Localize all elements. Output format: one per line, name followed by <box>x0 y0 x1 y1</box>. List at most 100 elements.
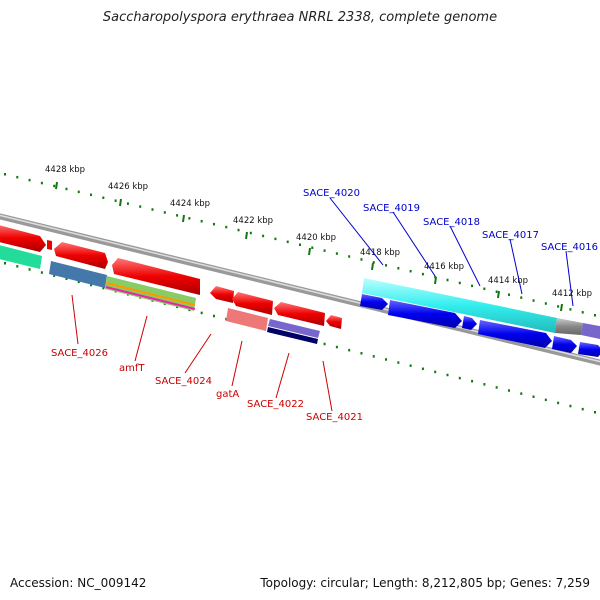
gene-arrow[interactable] <box>0 224 46 252</box>
tick-dot <box>90 193 93 197</box>
tick-label: 4412 kbp <box>552 289 592 299</box>
feature-green[interactable] <box>0 244 42 269</box>
tick-dot <box>360 352 363 355</box>
tick-dot <box>581 311 584 314</box>
tick-dot <box>114 199 117 202</box>
gene-arrow[interactable] <box>326 315 342 329</box>
tick-dot <box>212 222 215 226</box>
tick-dot <box>385 358 388 361</box>
feature-purple-right[interactable] <box>581 323 600 340</box>
feature-cyan[interactable] <box>362 278 557 333</box>
tick-dot <box>569 404 572 408</box>
tick-dot <box>446 373 449 377</box>
gene-label[interactable]: gatA <box>216 389 239 400</box>
gene-label[interactable]: SACE_4016 <box>541 242 598 253</box>
tick-dot <box>557 401 560 405</box>
feature-steelblue[interactable] <box>49 261 107 288</box>
reverse-strand-features <box>0 244 320 344</box>
gene-arrow[interactable] <box>462 316 477 330</box>
tick-dot <box>520 392 523 395</box>
tick-dot <box>77 190 80 194</box>
outer-tick-ring <box>4 173 596 317</box>
gene-arrow[interactable] <box>552 336 577 353</box>
tick-dot <box>16 265 19 268</box>
gene-label[interactable]: SACE_4018 <box>423 217 480 228</box>
gene-label[interactable]: SACE_4021 <box>306 412 363 423</box>
tick-dot <box>286 240 289 244</box>
tick-dot <box>409 269 412 273</box>
tick-dot <box>372 355 375 358</box>
tick-dot <box>507 389 510 392</box>
gene-label[interactable]: SACE_4017 <box>482 230 539 241</box>
tick-dot <box>495 290 498 293</box>
tick-dot <box>421 272 424 276</box>
tick-dot <box>53 274 56 277</box>
gene-arrow[interactable] <box>232 292 273 315</box>
gene-arrow[interactable] <box>112 258 200 295</box>
feature-navy[interactable] <box>267 327 318 344</box>
tick-dot <box>77 280 80 284</box>
tick-label: 4424 kbp <box>170 199 210 209</box>
tick-dot <box>237 228 240 232</box>
tick-dot <box>397 361 400 364</box>
tick-dot <box>126 202 129 205</box>
tick-dot <box>372 261 375 264</box>
gene-label[interactable]: SACE_4024 <box>155 376 212 387</box>
tick-dot <box>28 178 31 182</box>
forward-gene-labels: SACE_4020 SACE_4019 SACE_4018 SACE_4017 … <box>303 188 598 253</box>
tick-label: 4428 kbp <box>45 165 85 175</box>
tick-dot <box>200 311 203 315</box>
tick-dot <box>188 217 191 220</box>
genome-summary-label: Topology: circular; Length: 8,212,805 bp… <box>260 576 590 590</box>
tick-dot <box>225 225 228 229</box>
tick-dot <box>249 231 252 235</box>
tick-label: 4422 kbp <box>233 216 273 226</box>
tick-dot <box>569 308 572 311</box>
gene-label[interactable]: SACE_4022 <box>247 399 304 410</box>
gene-arrow[interactable] <box>578 342 600 357</box>
tick-dot <box>458 376 461 380</box>
tick-dot <box>520 296 523 299</box>
gene-label[interactable]: SACE_4026 <box>51 348 108 359</box>
tick-dot <box>65 187 68 191</box>
tick-dot <box>299 243 301 246</box>
tick-dot <box>594 314 596 317</box>
tick-dot <box>163 211 166 214</box>
feature-salmon[interactable] <box>226 308 268 331</box>
gene-arrow[interactable] <box>478 320 552 348</box>
tick-dot <box>262 234 265 238</box>
tick-label: 4414 kbp <box>488 276 528 286</box>
gene-label[interactable]: amfT <box>119 363 145 374</box>
gene-arrow[interactable] <box>360 294 388 310</box>
reverse-gene-labels: SACE_4026 amfT SACE_4024 gatA SACE_4022 … <box>51 348 363 423</box>
tick-dot <box>274 237 277 241</box>
tick-dot <box>421 367 424 371</box>
gene-arrow[interactable] <box>54 242 108 269</box>
tick-dot <box>446 278 449 282</box>
tick-dot <box>532 395 535 398</box>
gene-arrow[interactable] <box>388 300 462 328</box>
gene-arrow[interactable] <box>274 302 325 326</box>
gene-label[interactable]: SACE_4019 <box>363 203 420 214</box>
tick-dot <box>557 305 560 308</box>
gene-label[interactable]: SACE_4020 <box>303 188 360 199</box>
tick-dot <box>4 262 6 265</box>
tick-dot <box>176 214 179 217</box>
feature-purple[interactable] <box>268 319 320 338</box>
gene-arrow[interactable] <box>210 286 234 303</box>
tick-label: 4426 kbp <box>108 182 148 192</box>
gene-arrow[interactable] <box>47 240 52 250</box>
tick-dot <box>483 383 486 386</box>
tick-dot <box>323 342 326 346</box>
tick-dot <box>471 379 474 383</box>
tick-dot <box>397 267 400 270</box>
tick-dot <box>581 407 584 411</box>
tick-dot <box>594 411 596 414</box>
tick-dot <box>348 348 351 352</box>
stripe-magenta <box>105 286 196 310</box>
feature-gray[interactable] <box>555 318 583 335</box>
tick-dot <box>532 299 535 302</box>
tick-label: 4418 kbp <box>360 248 400 258</box>
tick-labels: 4428 kbp 4426 kbp 4424 kbp 4422 kbp 4420… <box>45 165 592 299</box>
